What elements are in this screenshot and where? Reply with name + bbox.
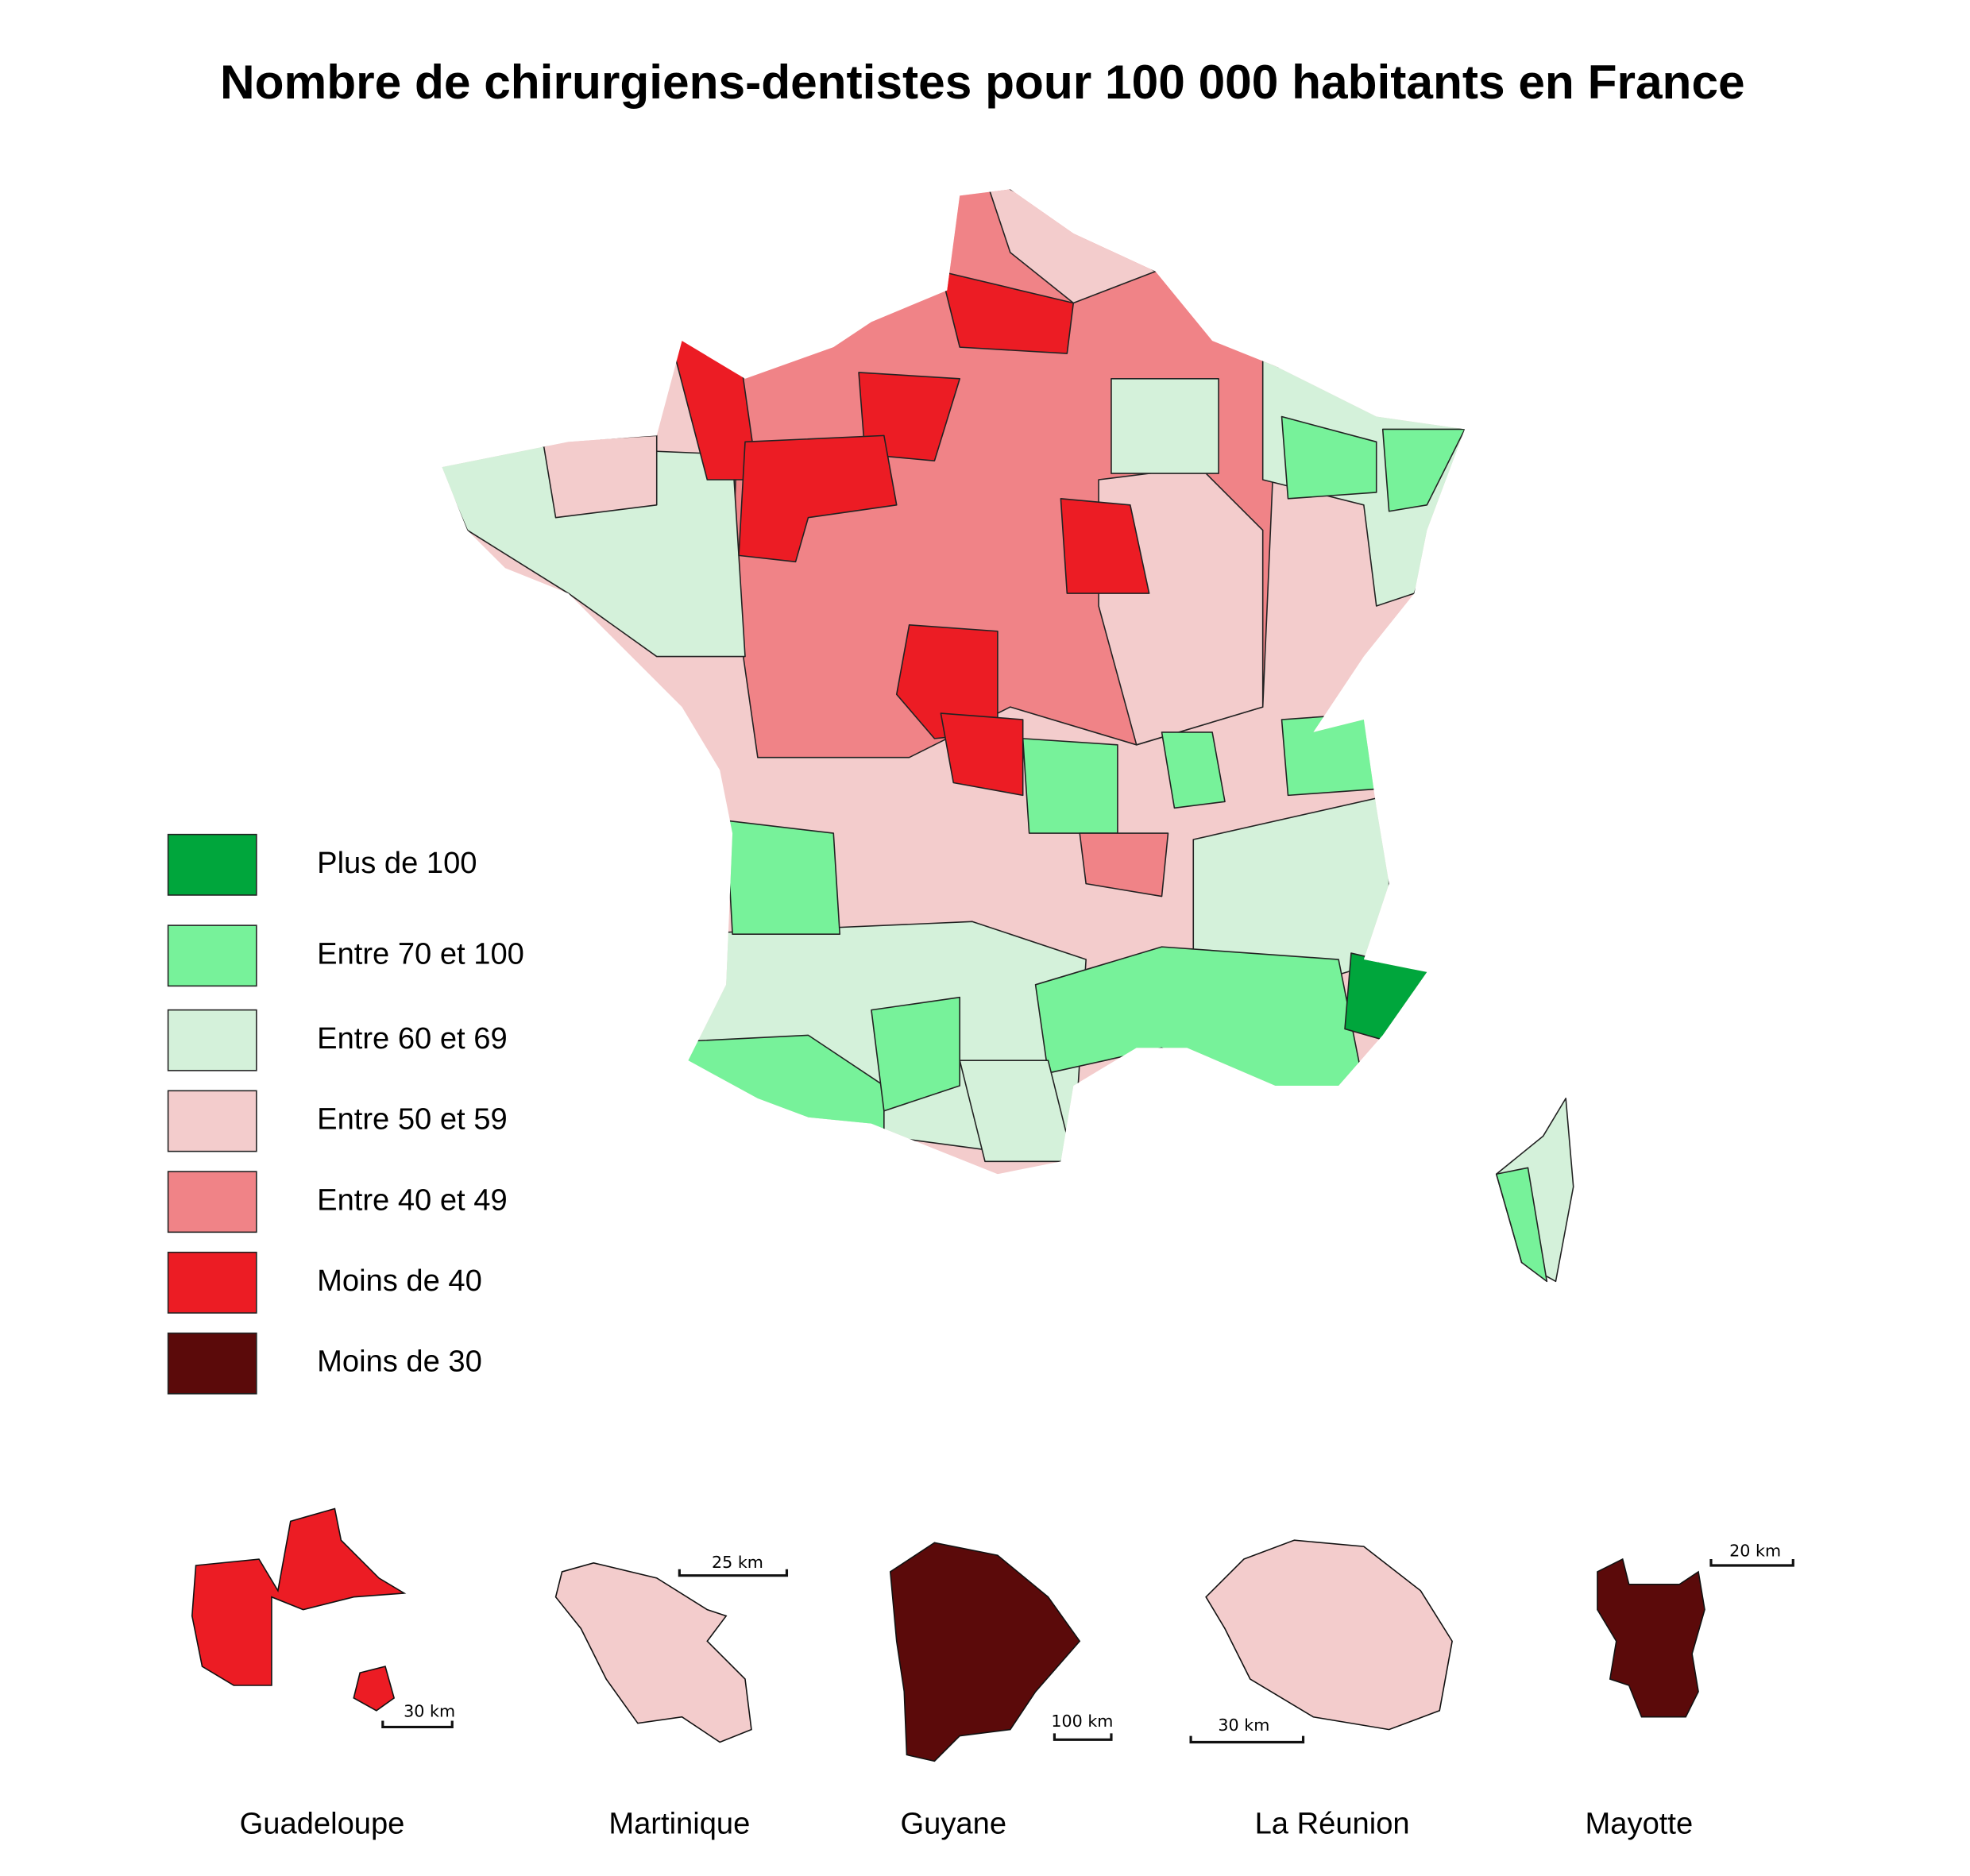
legend: Plus de 100 Entre 70 et 100 Entre 60 et 69… [167,833,524,1395]
territory-shape [191,1507,407,1712]
scale-label: 20 km [1729,1541,1781,1560]
territory-shape [1597,1558,1705,1718]
legend-label: Entre 40 et 49 [317,1183,508,1217]
legend-label: Entre 60 et 69 [317,1021,508,1056]
legend-label: Moins de 30 [317,1345,482,1379]
legend-label: Entre 70 et 100 [317,936,524,971]
territory-name: La Réunion [1255,1806,1410,1840]
territory-name: Martinique [608,1806,750,1840]
scale-label: 25 km [712,1553,763,1572]
territory-name: Guyane [900,1806,1006,1840]
scale-bar [1189,1735,1305,1744]
legend-swatch [167,924,257,987]
scale-bar [1709,1559,1794,1567]
legend-swatch [167,1332,257,1395]
corsica-south [1495,1167,1548,1283]
legend-swatch [167,1251,257,1314]
territory-name: Mayotte [1586,1806,1694,1840]
legend-label: Entre 50 et 59 [317,1102,508,1137]
scale-bar [1053,1733,1113,1741]
legend-label: Plus de 100 [317,846,477,880]
territory-shape [554,1561,752,1743]
territory-name: Guadeloupe [240,1806,405,1840]
territory-shape [889,1542,1081,1762]
legend-swatch [167,1171,257,1233]
overseas: 30 km Guadeloupe 25 km Martinique 100 km Guya… [191,1507,1794,1840]
scale-bar [381,1720,454,1729]
territory-shape [1205,1539,1453,1731]
title: Nombre de chirurgiens-dentistes pour 100… [220,55,1745,109]
legend-swatch [167,1009,257,1071]
legend-swatch [167,833,257,896]
scale-label: 30 km [1218,1716,1269,1735]
scale-bar [678,1569,789,1577]
metropole [442,189,1466,1175]
legend-label: Moins de 40 [317,1264,482,1298]
legend-swatch [167,1090,257,1152]
scale-label: 100 km [1051,1712,1113,1731]
scale-label: 30 km [404,1701,455,1720]
